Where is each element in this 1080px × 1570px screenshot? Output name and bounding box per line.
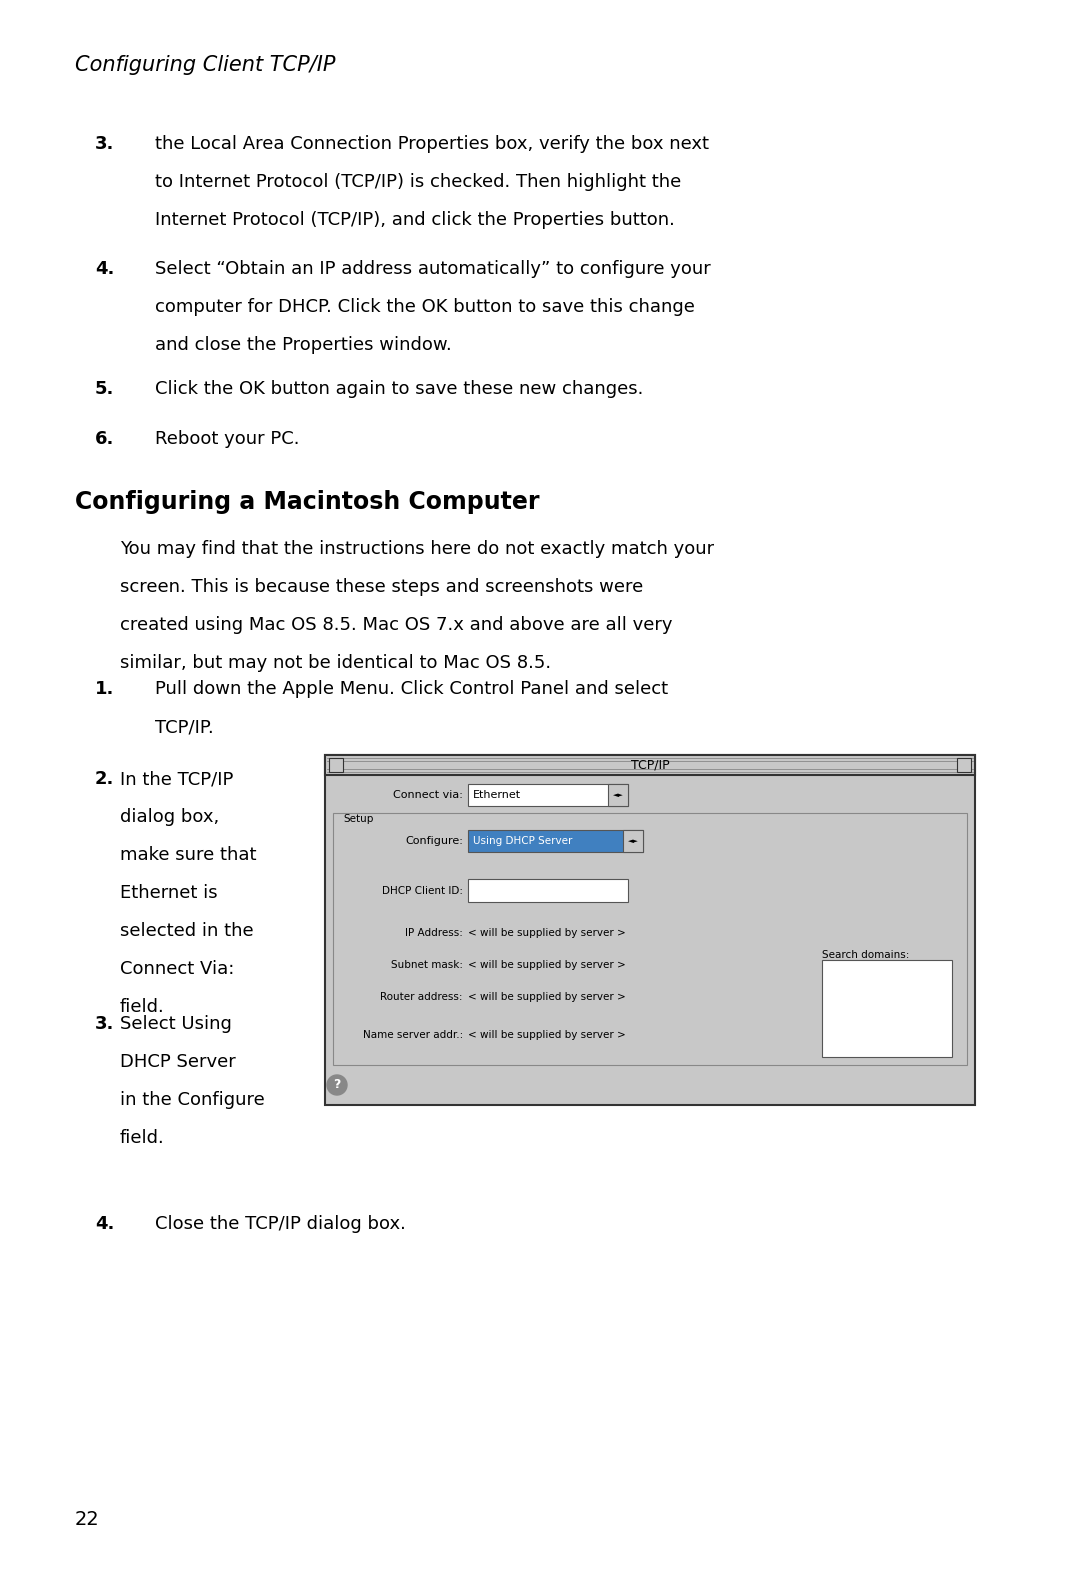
Text: Configure:: Configure: [405,835,463,846]
Text: Click the OK button again to save these new changes.: Click the OK button again to save these … [156,380,644,399]
Text: Configuring Client TCP/IP: Configuring Client TCP/IP [75,55,336,75]
Text: IP Address:: IP Address: [405,928,463,937]
Text: created using Mac OS 8.5. Mac OS 7.x and above are all very: created using Mac OS 8.5. Mac OS 7.x and… [120,615,673,634]
Bar [468,783,627,805]
Text: 3.: 3. [95,1014,114,1033]
Text: Connect via:: Connect via: [393,790,463,801]
Text: screen. This is because these steps and screenshots were: screen. This is because these steps and … [120,578,644,597]
Text: ◄►: ◄► [612,791,623,798]
Text: < will be supplied by server >: < will be supplied by server > [468,992,625,1002]
Bar [325,755,975,776]
Text: ?: ? [334,1079,340,1091]
Bar [329,758,343,772]
Text: TCP/IP.: TCP/IP. [156,717,214,736]
Text: similar, but may not be identical to Mac OS 8.5.: similar, but may not be identical to Mac… [120,655,551,672]
Text: 4.: 4. [95,1215,114,1232]
Text: Subnet mask:: Subnet mask: [391,959,463,970]
Text: make sure that: make sure that [120,846,257,864]
Text: 6.: 6. [95,430,114,447]
Text: 5.: 5. [95,380,114,399]
Text: 2.: 2. [95,769,114,788]
Text: to Internet Protocol (TCP/IP) is checked. Then highlight the: to Internet Protocol (TCP/IP) is checked… [156,173,681,192]
Text: You may find that the instructions here do not exactly match your: You may find that the instructions here … [120,540,714,557]
Text: selected in the: selected in the [120,922,254,940]
Text: Reboot your PC.: Reboot your PC. [156,430,299,447]
Text: Name server addr.:: Name server addr.: [363,1030,463,1039]
Bar [325,755,975,1105]
Text: 3.: 3. [95,135,114,152]
Text: TCP/IP: TCP/IP [631,758,670,771]
Text: Using DHCP Server: Using DHCP Server [473,835,572,846]
Text: in the Configure: in the Configure [120,1091,265,1108]
Circle shape [327,1075,347,1094]
Text: and close the Properties window.: and close the Properties window. [156,336,451,353]
Text: Ethernet is: Ethernet is [120,884,218,903]
Text: Pull down the Apple Menu. Click Control Panel and select: Pull down the Apple Menu. Click Control … [156,680,669,699]
Text: In the TCP/IP: In the TCP/IP [120,769,233,788]
Bar [608,783,627,805]
Text: Select Using: Select Using [120,1014,232,1033]
Text: field.: field. [120,1129,165,1148]
Bar [333,813,967,1064]
Bar [468,831,643,853]
Bar [822,959,951,1057]
Text: computer for DHCP. Click the OK button to save this change: computer for DHCP. Click the OK button t… [156,298,694,316]
Text: DHCP Client ID:: DHCP Client ID: [382,885,463,896]
Text: DHCP Server: DHCP Server [120,1053,235,1071]
Text: ◄►: ◄► [627,838,638,845]
Bar [957,758,971,772]
Text: the Local Area Connection Properties box, verify the box next: the Local Area Connection Properties box… [156,135,708,152]
Text: 1.: 1. [95,680,114,699]
Text: field.: field. [120,999,165,1016]
Text: Close the TCP/IP dialog box.: Close the TCP/IP dialog box. [156,1215,406,1232]
Text: Search domains:: Search domains: [822,950,909,959]
Text: 22: 22 [75,1510,99,1529]
Bar [623,831,643,853]
Text: < will be supplied by server >: < will be supplied by server > [468,1030,625,1039]
Text: Internet Protocol (TCP/IP), and click the Properties button.: Internet Protocol (TCP/IP), and click th… [156,210,675,229]
Bar [468,879,627,903]
Text: dialog box,: dialog box, [120,809,219,826]
Text: Select “Obtain an IP address automatically” to configure your: Select “Obtain an IP address automatical… [156,261,711,278]
Text: Router address:: Router address: [380,992,463,1002]
Text: < will be supplied by server >: < will be supplied by server > [468,928,625,937]
Text: < will be supplied by server >: < will be supplied by server > [468,959,625,970]
Text: Connect Via:: Connect Via: [120,959,234,978]
Text: 4.: 4. [95,261,114,278]
Text: Setup: Setup [343,813,374,824]
Text: Configuring a Macintosh Computer: Configuring a Macintosh Computer [75,490,540,513]
Text: Ethernet: Ethernet [473,790,522,801]
